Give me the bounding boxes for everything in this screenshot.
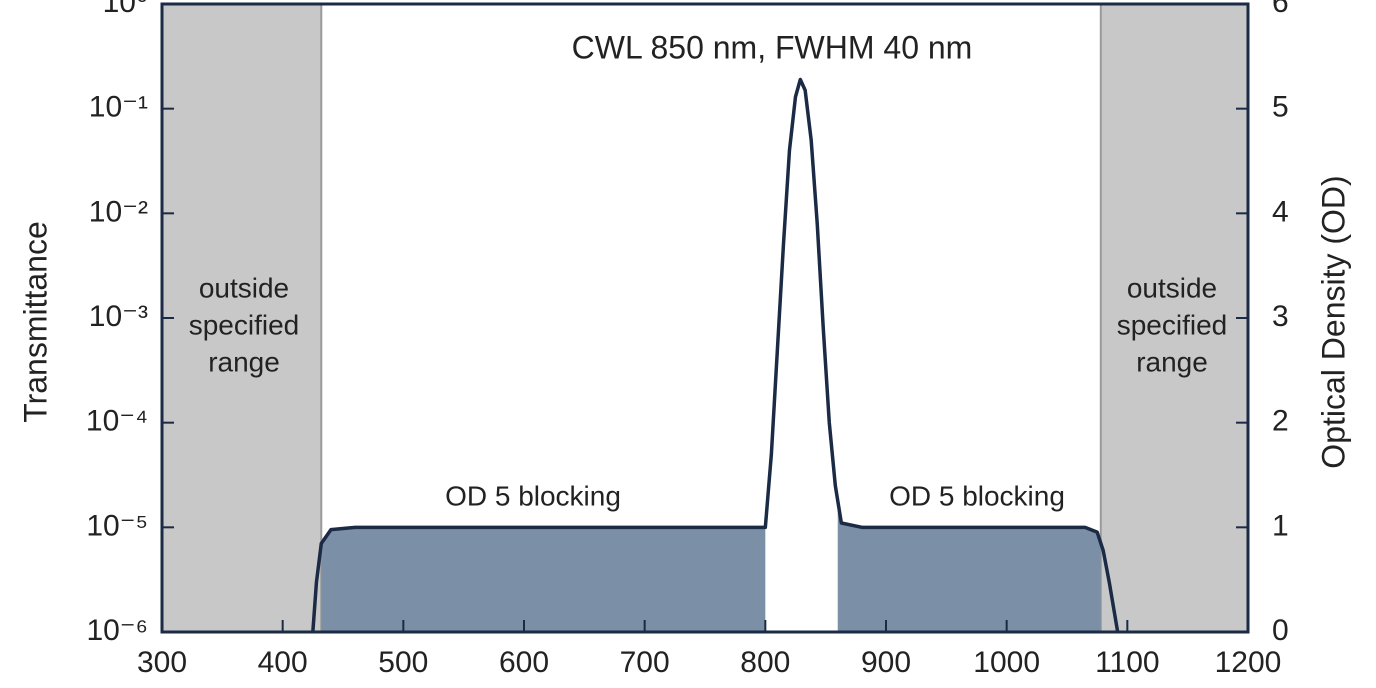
y-axis-label: Transmittance [17, 221, 53, 423]
x-tick-label: 300 [137, 646, 187, 679]
annotation: specified [189, 309, 300, 340]
y2-tick-label: 5 [1272, 91, 1289, 124]
blocking-fill [837, 500, 1101, 632]
y2-tick-label: 0 [1272, 614, 1289, 647]
x-tick-label: 1200 [1215, 646, 1282, 679]
chart-title: CWL 850 nm, FWHM 40 nm [572, 29, 973, 65]
annotation: OD 5 blocking [889, 480, 1065, 511]
x-tick-label: 500 [378, 646, 428, 679]
x-tick-label: 1000 [973, 646, 1040, 679]
x-tick-label: 800 [740, 646, 790, 679]
annotation: outside [1127, 272, 1217, 303]
annotation: range [1136, 346, 1208, 377]
y-tick-label: 10⁻³ [89, 300, 148, 333]
x-tick-label: 600 [499, 646, 549, 679]
y-tick-label: 10⁻⁴ [86, 405, 148, 438]
x-tick-label: 900 [861, 646, 911, 679]
blocking-fill [321, 527, 766, 632]
shaded-region [1100, 4, 1248, 632]
x-tick-label: 700 [620, 646, 670, 679]
annotation: OD 5 blocking [445, 480, 621, 511]
annotation: outside [199, 272, 289, 303]
y-tick-label: 10⁻⁵ [86, 509, 148, 542]
annotation: specified [1117, 309, 1228, 340]
y-tick-label: 10⁻² [89, 195, 148, 228]
annotation: range [208, 346, 280, 377]
y2-tick-label: 4 [1272, 195, 1289, 228]
shaded-region [162, 4, 322, 632]
x-tick-label: 1100 [1095, 646, 1160, 679]
y2-axis-label: Optical Density (OD) [1315, 175, 1351, 468]
y2-tick-label: 2 [1272, 405, 1289, 438]
y2-tick-label: 3 [1272, 300, 1289, 333]
y-tick-label: 10⁻¹ [89, 91, 148, 124]
transmission-curve [311, 77, 1120, 633]
y2-tick-label: 1 [1272, 509, 1289, 542]
y-tick-label: 10⁻⁶ [86, 614, 148, 647]
x-tick-label: 400 [258, 646, 308, 679]
y2-tick-label: 6 [1272, 0, 1289, 19]
y-tick-label: 10⁰ [103, 0, 148, 19]
